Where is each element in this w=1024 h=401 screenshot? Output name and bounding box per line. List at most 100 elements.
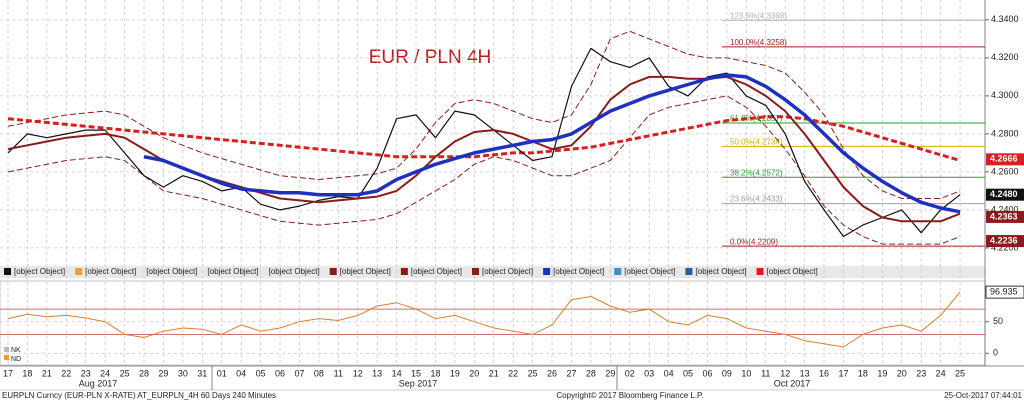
fib-label: 61.8%(4.2857) [730, 114, 783, 123]
legend-swatch [4, 347, 9, 352]
price-tag [986, 235, 1024, 248]
y-tick-label: 4.2600 [991, 166, 1019, 176]
legend-swatch [4, 355, 9, 360]
x-tick-label: 05 [256, 368, 266, 378]
footer-center: Copyright© 2017 Bloomberg Finance L.P. [556, 391, 703, 400]
month-label: Sep 2017 [399, 378, 438, 388]
x-tick-label: 13 [800, 368, 810, 378]
legend-label: [object Object] [85, 267, 136, 276]
rsi-panel [0, 280, 986, 366]
legend-swatch [756, 268, 764, 275]
x-tick-label: 28 [586, 368, 596, 378]
legend-label: [object Object] [269, 267, 320, 276]
legend-label: NK [11, 347, 21, 354]
series-line [7, 47, 961, 238]
legend-label: [object Object] [411, 267, 462, 276]
x-tick-label: 27 [566, 368, 576, 378]
legend-swatch [614, 268, 622, 275]
price-tag-label: 4.2236 [990, 235, 1018, 245]
x-tick-label: 25 [528, 368, 538, 378]
fib-label: 50.0%(4.2734) [730, 138, 783, 147]
x-tick-label: 12 [780, 368, 790, 378]
series-line [7, 115, 961, 162]
price-tag [986, 210, 1024, 223]
price-tag-label: 4.2666 [990, 154, 1018, 164]
legend-swatch [471, 268, 479, 275]
price-tag-label: 4.2363 [990, 211, 1018, 221]
x-tick-label: 07 [294, 368, 304, 378]
x-tick-label: 17 [838, 368, 848, 378]
y-tick-label: 4.3200 [991, 52, 1019, 62]
price-tag [986, 188, 1024, 201]
x-tick-label: 29 [158, 368, 168, 378]
x-tick-label: 24 [936, 368, 946, 378]
legend-swatch [4, 268, 11, 275]
y-tick-label: 4.3000 [991, 90, 1019, 100]
series-line [143, 73, 961, 214]
x-tick-label: 17 [3, 368, 13, 378]
legend-strip [0, 266, 985, 278]
legend-label: [object Object] [767, 267, 818, 276]
legend-label: [object Object] [207, 267, 258, 276]
series-line [7, 291, 961, 348]
legend-label: [object Object] [553, 267, 604, 276]
x-tick-label: 03 [644, 368, 654, 378]
x-tick-label: 28 [139, 368, 149, 378]
y-tick-label: 4.3400 [991, 14, 1019, 24]
x-tick-label: 18 [22, 368, 32, 378]
x-tick-label: 05 [683, 368, 693, 378]
x-tick-label: 31 [197, 368, 207, 378]
x-tick-label: 06 [275, 368, 285, 378]
x-tick-label: 16 [819, 368, 829, 378]
x-tick-label: 25 [955, 368, 965, 378]
legend-swatch [685, 268, 693, 275]
legend-label: [object Object] [340, 267, 391, 276]
y-tick-label: 4.2400 [991, 204, 1019, 214]
legend-swatch [400, 268, 408, 275]
x-tick-label: 20 [897, 368, 907, 378]
price-tag-label: 4.2480 [990, 189, 1018, 199]
fib-label: 123.6%(4.3398) [730, 11, 787, 20]
rsi-tag-label: 96.935 [990, 287, 1018, 297]
price-tag [986, 153, 1024, 166]
series-line [7, 30, 961, 199]
x-tick-label: 10 [741, 368, 751, 378]
x-tick-label: 18 [430, 368, 440, 378]
x-tick-label: 01 [217, 368, 227, 378]
y-tick-label: 50 [993, 316, 1003, 326]
x-tick-label: 18 [858, 368, 868, 378]
y-tick-label: 4.2800 [991, 128, 1019, 138]
x-tick-label: 21 [42, 368, 52, 378]
legend-label: [object Object] [624, 267, 675, 276]
fib-label: 100.0%(4.3258) [730, 38, 787, 47]
fib-label: 23.6%(4.2433) [730, 195, 783, 204]
x-tick-label: 11 [334, 368, 343, 378]
x-tick-label: 02 [625, 368, 635, 378]
x-tick-label: 29 [605, 368, 615, 378]
x-tick-label: 23 [916, 368, 926, 378]
x-tick-label: 04 [664, 368, 674, 378]
x-tick-label: 11 [761, 368, 770, 378]
legend-label: ND [11, 356, 21, 363]
x-tick-label: 04 [236, 368, 246, 378]
x-tick-label: 09 [722, 368, 732, 378]
fib-label: 38.2%(4.2572) [730, 168, 783, 177]
x-tick-label: 06 [702, 368, 712, 378]
y-tick-label: 4.2200 [991, 242, 1019, 252]
x-tick-label: 23 [81, 368, 91, 378]
month-label: Aug 2017 [79, 378, 118, 388]
x-tick-label: 12 [353, 368, 363, 378]
x-tick-label: 22 [508, 368, 518, 378]
x-tick-label: 21 [489, 368, 499, 378]
legend-swatch [543, 268, 551, 275]
x-tick-label: 19 [877, 368, 887, 378]
month-label: Oct 2017 [774, 378, 811, 388]
x-tick-label: 26 [547, 368, 557, 378]
chart-title: EUR / PLN 4H [369, 47, 491, 68]
footer-right: 25-Oct-2017 07:44:01 [944, 391, 1022, 400]
x-tick-label: 24 [100, 368, 110, 378]
legend-swatch [329, 268, 337, 275]
x-tick-label: 14 [392, 368, 402, 378]
legend-swatch [75, 268, 83, 275]
